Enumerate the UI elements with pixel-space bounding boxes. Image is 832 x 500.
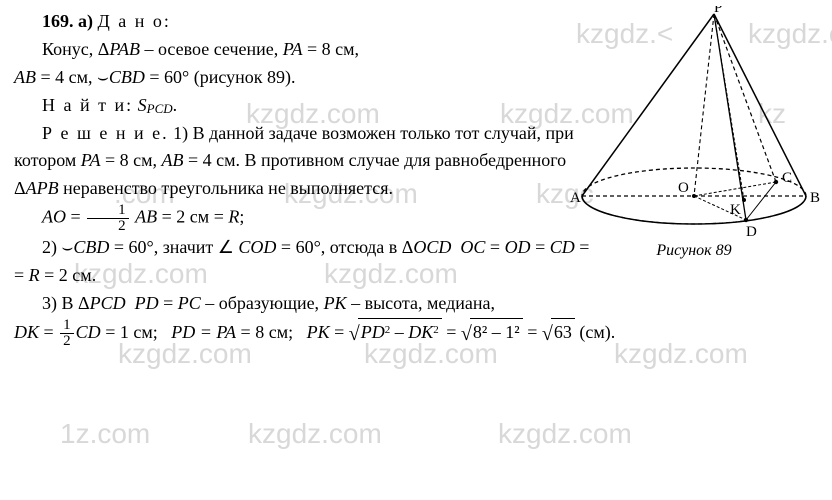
given-line-3: AB = 4 см, ⌣CBD = 60° (рисунок 89). [14, 64, 574, 92]
given-label: Д а н о: [98, 11, 171, 31]
problem-number: 169. а) [42, 11, 93, 31]
solution-label: Р е ш е н и е. [42, 123, 169, 143]
find-label: Н а й т и: [42, 95, 133, 115]
given-line-2: Конус, ΔPAB – осевое сечение, PA = 8 см, [14, 36, 574, 64]
solution-body-2: 2) ⌣CBD = 60°, значит ∠ COD = 60°, отсюд… [14, 234, 818, 262]
solution-body-2b: = R = 2 см. [14, 262, 818, 290]
find-symbol: S [138, 95, 147, 115]
problem-text: 169. а) Д а н о: Конус, ΔPAB – осевое се… [14, 8, 818, 350]
equation-1: AO = 12 AB = 2 см = R; [14, 203, 574, 234]
equation-2: DK = 12CD = 1 см; PD = PA = 8 см; PK = √… [14, 318, 818, 350]
solution-body-3: 3) В ΔPCD PD = PC – образующие, PK – выс… [14, 290, 818, 318]
